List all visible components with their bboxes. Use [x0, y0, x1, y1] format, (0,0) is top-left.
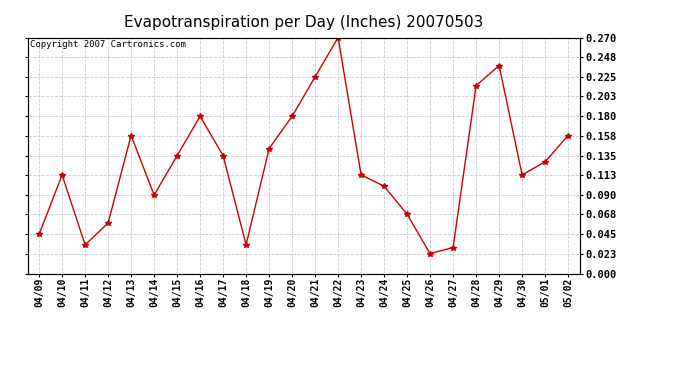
Text: Copyright 2007 Cartronics.com: Copyright 2007 Cartronics.com: [30, 40, 186, 49]
Text: Evapotranspiration per Day (Inches) 20070503: Evapotranspiration per Day (Inches) 2007…: [124, 15, 483, 30]
